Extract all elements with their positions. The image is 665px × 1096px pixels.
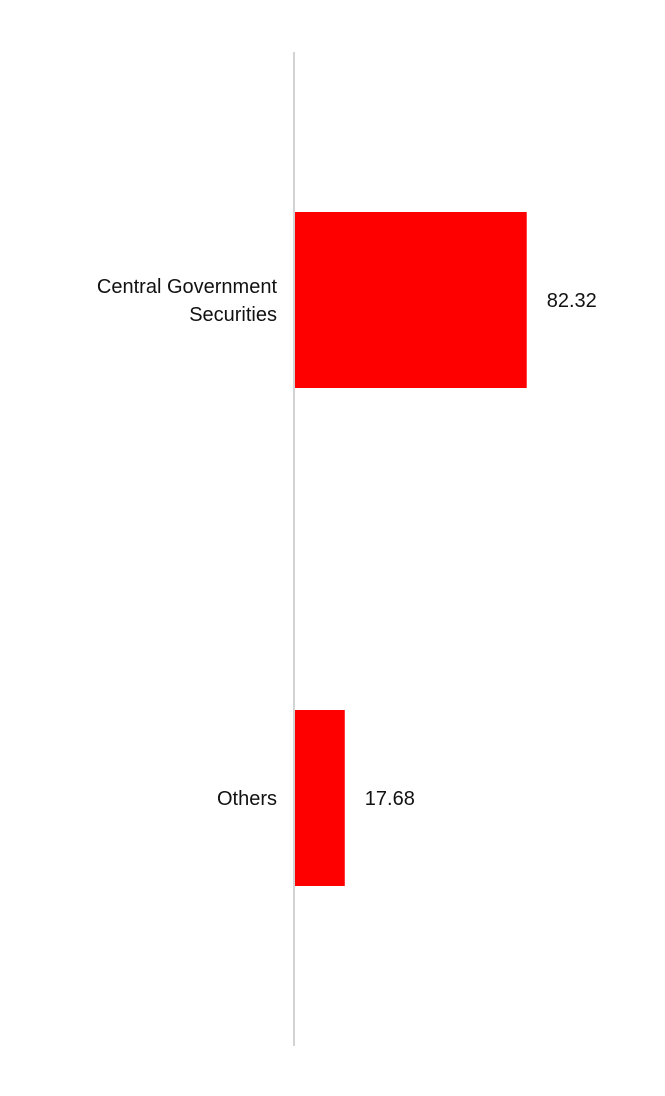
bar-0 (295, 212, 527, 388)
bar-group (295, 212, 527, 886)
category-labels: Central Government Securities Others (97, 276, 278, 810)
category-label-line: Central Government (97, 276, 278, 298)
category-label-line: Securities (189, 304, 277, 326)
category-label-line: Others (217, 788, 277, 810)
value-labels: 82.32 17.68 (365, 290, 597, 810)
category-label-1: Others (217, 788, 277, 810)
value-label-0: 82.32 (547, 290, 597, 312)
category-label-0: Central Government Securities (97, 276, 278, 326)
bar-1 (295, 710, 345, 886)
value-label-1: 17.68 (365, 788, 415, 810)
